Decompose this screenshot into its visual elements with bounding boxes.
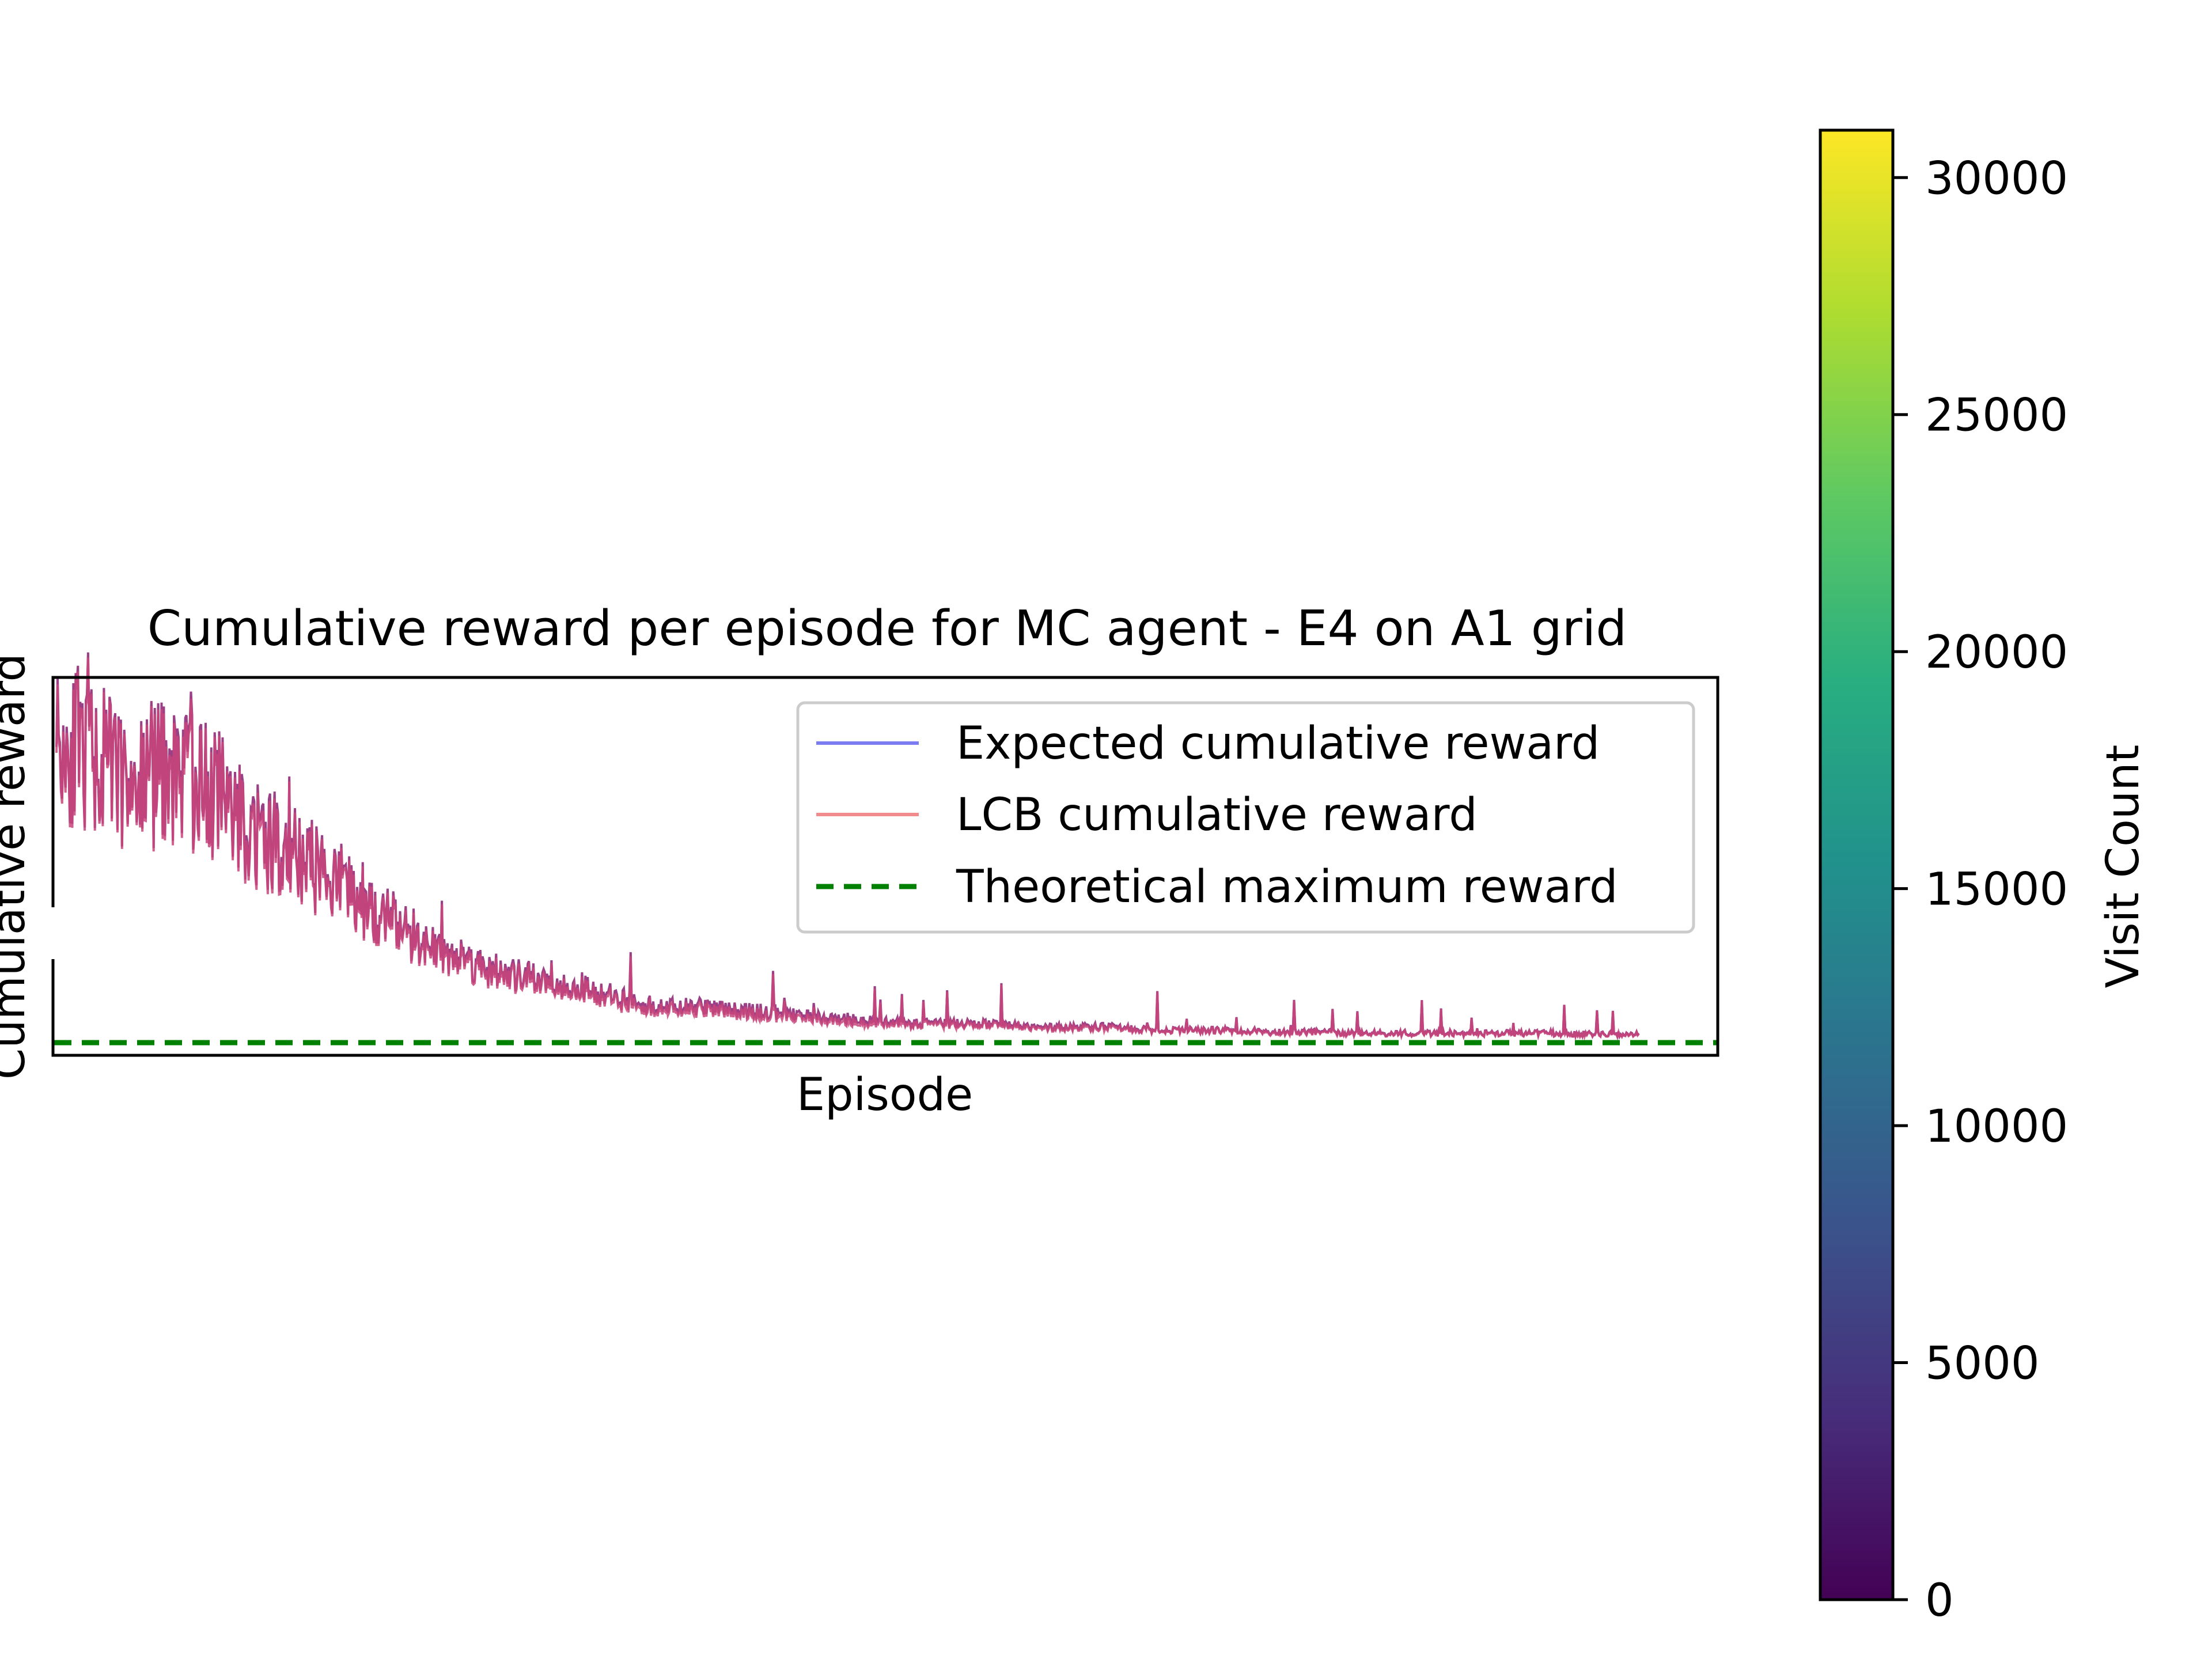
y-axis-break-gap	[48, 907, 59, 959]
legend-label-expected: Expected cumulative reward	[956, 718, 1600, 770]
colorbar-tick-label: 10000	[1925, 1101, 2068, 1153]
colorbar-ticks: 0 5000 10000 15000 20000 25000 30000	[1893, 153, 2068, 1627]
plot-lines	[54, 652, 1717, 1046]
legend-label-lcb: LCB cumulative reward	[956, 789, 1478, 841]
colorbar-tick-label: 20000	[1925, 627, 2068, 679]
legend-label-theoretical: Theoretical maximum reward	[956, 861, 1618, 913]
colorbar-tick-label: 5000	[1925, 1338, 2040, 1390]
colorbar: 0 5000 10000 15000 20000 25000 30000 Visit Cou…	[1819, 128, 2149, 1627]
plot-frame	[51, 676, 1719, 1057]
series-lcb-cumulative-reward	[55, 657, 1640, 1041]
legend-box	[796, 701, 1695, 934]
colorbar-tick-label: 25000	[1925, 390, 2068, 442]
colorbar-gradient	[1819, 128, 1895, 1601]
colorbar-tick-label: 30000	[1925, 153, 2068, 204]
colorbar-tick-label: 0	[1925, 1575, 1954, 1627]
chart-title: Cumulative reward per episode for MC age…	[147, 600, 1627, 657]
colorbar-label: Visit Count	[2097, 745, 2149, 988]
y-axis-label: Cumulative reward	[0, 653, 35, 1080]
x-axis-label: Episode	[797, 1069, 973, 1121]
legend: Expected cumulative reward LCB cumulativ…	[796, 701, 1695, 934]
colorbar-tick-label: 15000	[1925, 864, 2068, 916]
